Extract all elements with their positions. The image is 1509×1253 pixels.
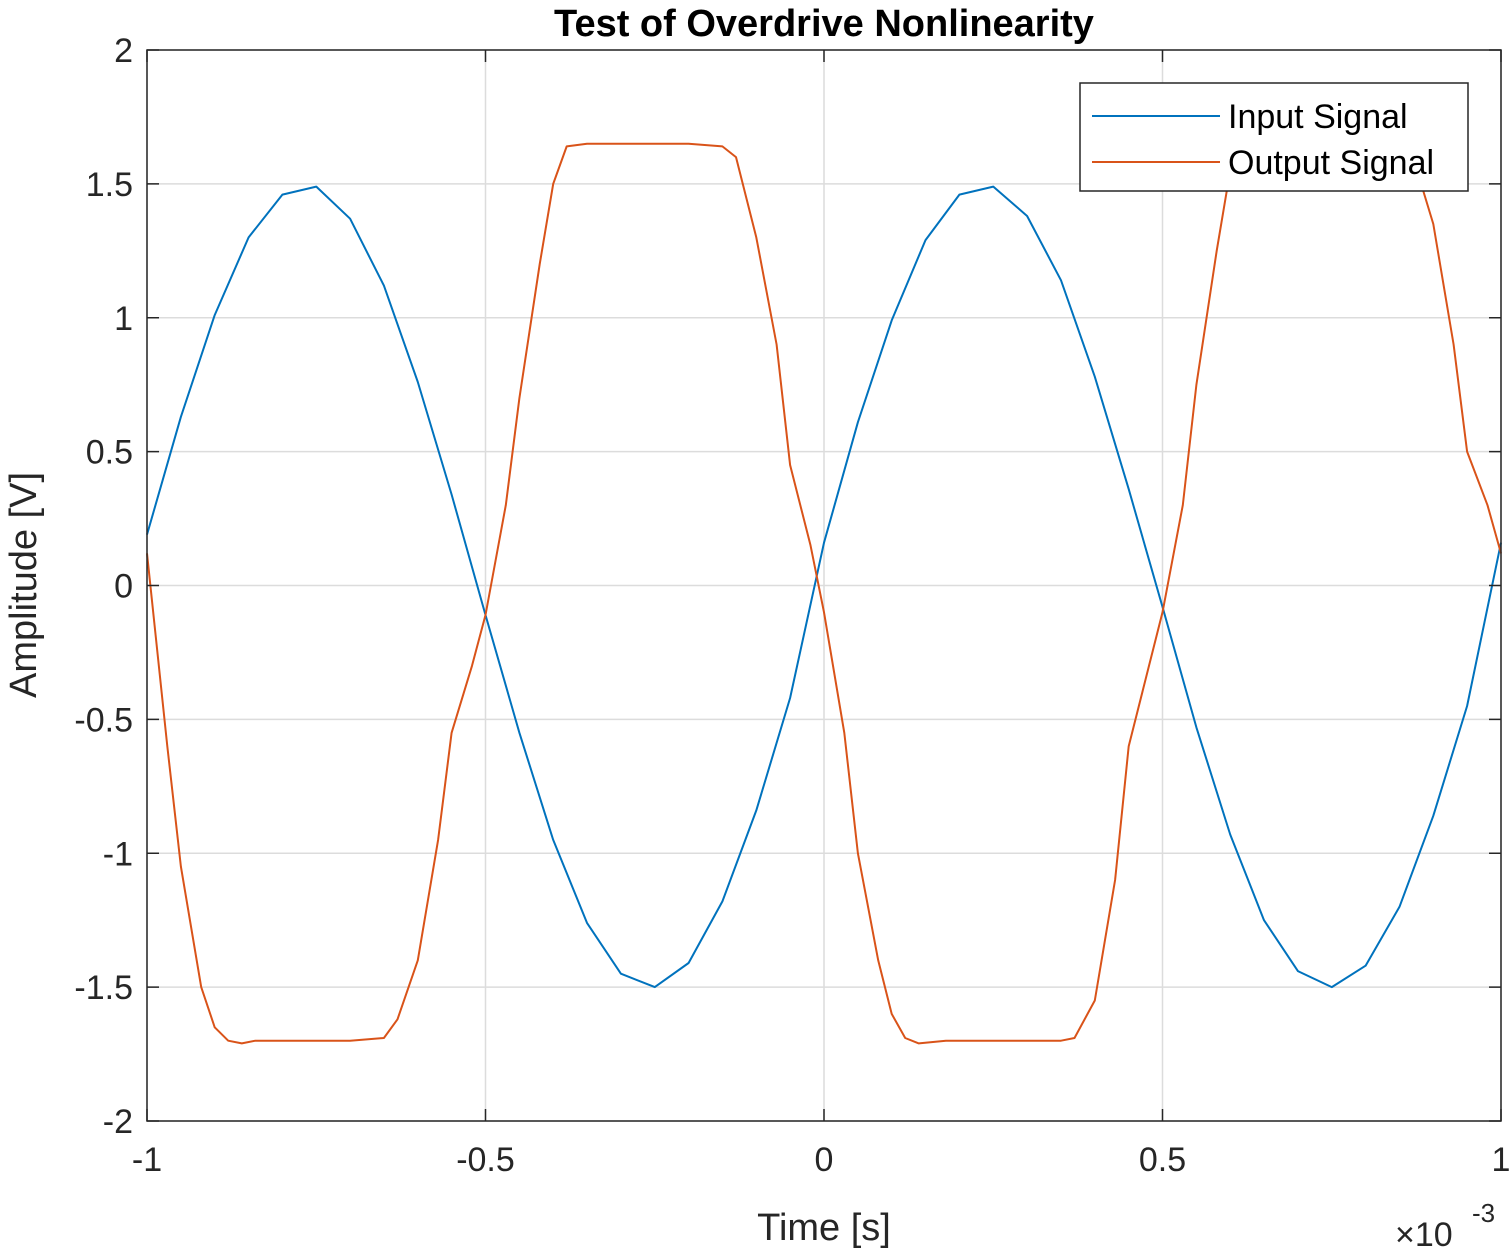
legend-box xyxy=(1079,82,1469,192)
chart-title: Test of Overdrive Nonlinearity xyxy=(554,3,1094,45)
x-axis-exponent: ×10 -3 xyxy=(1395,1198,1495,1253)
x-axis-ticks: -1 -0.5 0 0.5 1 xyxy=(132,50,1509,1179)
y-tick-label: 0 xyxy=(114,568,133,606)
y-tick-label: -1.5 xyxy=(74,969,133,1007)
legend: Input Signal Output Signal xyxy=(1079,82,1469,192)
x-tick-label: -1 xyxy=(132,1141,162,1179)
y-tick-label: -2 xyxy=(103,1103,133,1141)
x-exponent-power: -3 xyxy=(1472,1198,1495,1228)
input-signal-line xyxy=(146,185,1502,989)
x-exponent-base: ×10 xyxy=(1395,1216,1453,1253)
y-tick-label: 1.5 xyxy=(86,166,133,204)
y-axis-ticks: -2 -1.5 -1 -0.5 0 0.5 1 1.5 2 xyxy=(74,32,1501,1141)
legend-label-output: Output Signal xyxy=(1228,144,1434,182)
x-tick-label: 1 xyxy=(1492,1141,1509,1179)
y-axis-label: Amplitude [V] xyxy=(3,472,45,698)
y-tick-label: 0.5 xyxy=(86,434,133,472)
x-tick-label: 0.5 xyxy=(1139,1141,1186,1179)
x-tick-label: -0.5 xyxy=(456,1141,515,1179)
y-tick-label: 1 xyxy=(114,300,133,338)
legend-label-input: Input Signal xyxy=(1228,98,1408,136)
y-tick-label: -0.5 xyxy=(74,701,133,739)
x-axis-label: Time [s] xyxy=(757,1207,891,1249)
y-tick-label: 2 xyxy=(114,32,133,70)
y-tick-label: -1 xyxy=(103,835,133,873)
x-tick-label: 0 xyxy=(815,1141,834,1179)
